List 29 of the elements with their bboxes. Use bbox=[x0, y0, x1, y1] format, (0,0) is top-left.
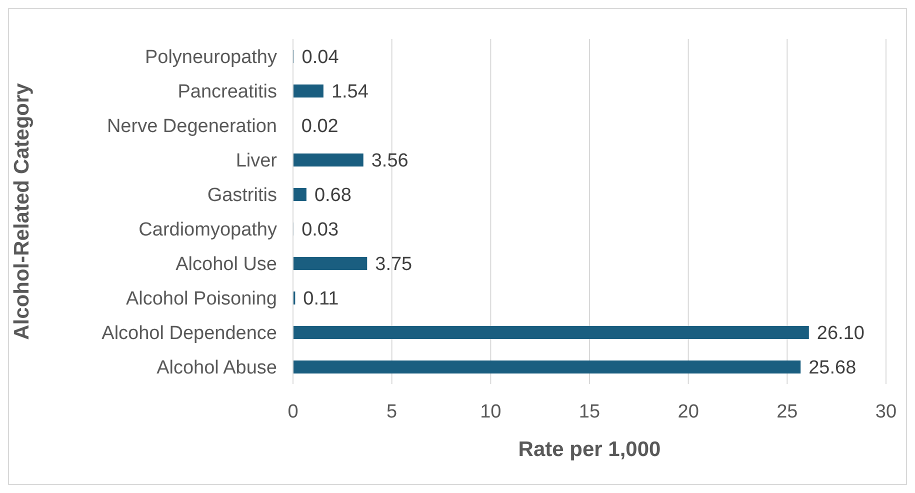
x-tick-label: 25 bbox=[776, 401, 798, 422]
y-tick-label: Liver bbox=[236, 150, 278, 172]
x-tick-label: 20 bbox=[678, 401, 699, 422]
x-tick-label: 5 bbox=[386, 401, 398, 422]
data-label: 25.68 bbox=[808, 358, 856, 379]
data-label: 3.56 bbox=[371, 150, 408, 172]
y-tick-label: Pancreatitis bbox=[178, 81, 277, 102]
y-tick-label: Alcohol Abuse bbox=[156, 357, 277, 378]
y-tick-label: Gastritis bbox=[207, 184, 277, 206]
y-tick-label: Alcohol Poisoning bbox=[126, 288, 277, 310]
x-tick-label: 0 bbox=[288, 401, 298, 422]
data-label: 3.75 bbox=[375, 254, 412, 276]
data-label: 1.54 bbox=[331, 82, 369, 103]
x-tick-label: 10 bbox=[480, 401, 502, 422]
y-tick-label: Polyneuropathy bbox=[144, 46, 278, 68]
y-tick-label: Alcohol Use bbox=[176, 254, 277, 275]
x-axis-title: Rate per 1,000 bbox=[518, 438, 661, 461]
data-label: 0.02 bbox=[301, 116, 338, 138]
data-label: 0.04 bbox=[302, 47, 340, 68]
data-label: 26.10 bbox=[816, 323, 864, 344]
data-label: 0.11 bbox=[303, 288, 339, 310]
y-axis-title: Alcohol-Related Category bbox=[10, 82, 34, 340]
data-label: 0.68 bbox=[314, 185, 352, 206]
y-tick-label: Alcohol Dependence bbox=[102, 322, 277, 344]
x-tick-label: 15 bbox=[578, 401, 600, 422]
y-tick-label: Nerve Degeneration bbox=[106, 116, 277, 137]
data-label: 0.03 bbox=[302, 220, 339, 241]
y-tick-label: Cardiomyopathy bbox=[138, 219, 278, 240]
x-tick-label: 30 bbox=[875, 401, 897, 422]
